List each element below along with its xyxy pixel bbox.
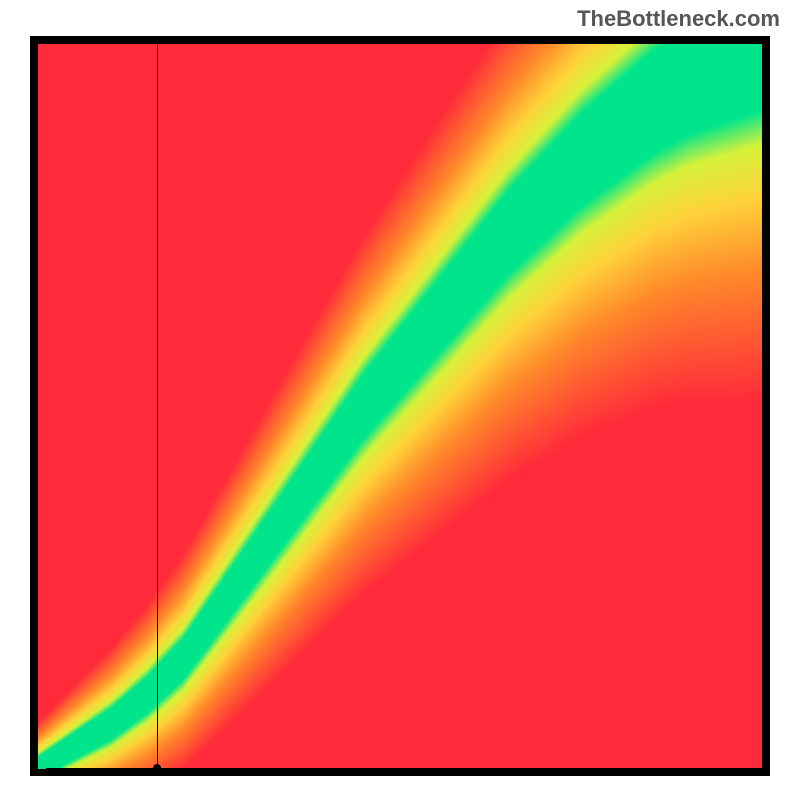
- heatmap-canvas: [38, 44, 762, 768]
- watermark-text: TheBottleneck.com: [577, 6, 780, 32]
- marker-vertical-line: [157, 44, 158, 768]
- origin-green-tick: [38, 765, 46, 769]
- chart-container: TheBottleneck.com: [0, 0, 800, 800]
- marker-dot: [153, 764, 161, 772]
- x-axis-line: [38, 768, 762, 769]
- chart-frame: [30, 36, 770, 776]
